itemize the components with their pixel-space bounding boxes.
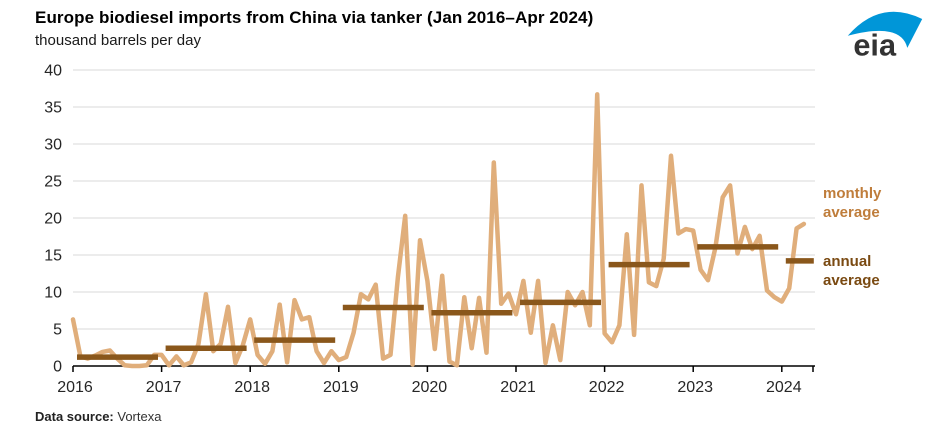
y-tick-label: 10 (44, 285, 62, 302)
y-tick-label: 25 (44, 174, 62, 191)
x-tick-label: 2019 (323, 379, 359, 396)
legend-annual-average: annual average (823, 253, 880, 290)
x-axis: 2016 2017 2018 2019 2020 2021 2022 2023 2024 (57, 365, 815, 396)
monthly-average-line (70, 92, 807, 369)
legend-monthly-average: monthly average (823, 185, 882, 222)
x-tick-label: 2020 (412, 379, 448, 396)
eia-logo-text: eia (853, 27, 897, 60)
y-tick-label: 15 (44, 248, 62, 265)
annual-average-bars (77, 244, 814, 360)
y-tick-label: 30 (44, 137, 62, 154)
data-source-label: Data source: (35, 409, 114, 424)
data-source-value: Vortexa (117, 409, 162, 424)
x-tick-label: 2021 (500, 379, 536, 396)
y-tick-label: 0 (53, 359, 62, 376)
eia-logo: eia (847, 11, 923, 60)
chart-subtitle: thousand barrels per day (35, 32, 201, 49)
x-tick-label: 2024 (766, 379, 802, 396)
x-tick-label: 2016 (57, 379, 93, 396)
data-source: Data source: Vortexa (35, 409, 161, 424)
x-tick-label: 2017 (146, 379, 182, 396)
gridlines (73, 69, 815, 330)
chart-title: Europe biodiesel imports from China via … (35, 8, 594, 27)
y-tick-label: 5 (53, 322, 62, 339)
eia-logo-swoosh-icon (847, 11, 923, 48)
chart-canvas: 0 5 10 15 20 25 30 35 40 2016 2017 2018 2019 2020 2021… (44, 63, 815, 396)
y-tick-label: 20 (44, 211, 62, 228)
y-axis-labels: 0 5 10 15 20 25 30 35 40 (44, 63, 62, 376)
y-tick-label: 40 (44, 63, 62, 80)
y-tick-label: 35 (44, 100, 62, 117)
x-tick-label: 2022 (589, 379, 625, 396)
x-tick-label: 2023 (677, 379, 713, 396)
x-tick-label: 2018 (234, 379, 270, 396)
